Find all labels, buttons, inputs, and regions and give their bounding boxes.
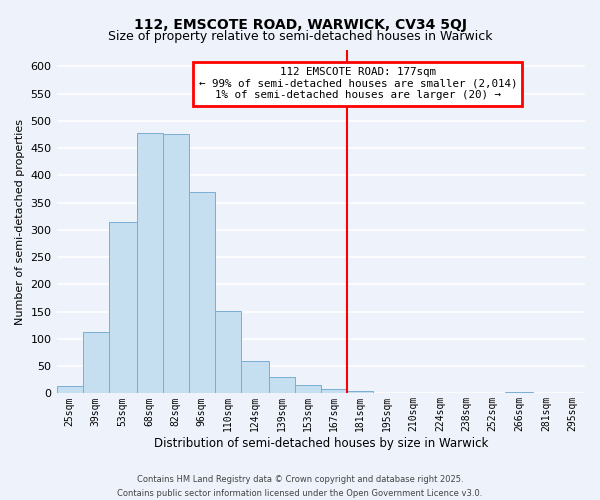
Text: Contains HM Land Registry data © Crown copyright and database right 2025.
Contai: Contains HM Land Registry data © Crown c… [118,476,482,498]
Bar [83,332,109,394]
Bar [109,222,137,394]
Bar [215,310,241,394]
Bar [321,389,347,394]
Text: Size of property relative to semi-detached houses in Warwick: Size of property relative to semi-detach… [108,30,492,43]
Text: 112, EMSCOTE ROAD, WARWICK, CV34 5QJ: 112, EMSCOTE ROAD, WARWICK, CV34 5QJ [133,18,467,32]
Bar [295,385,321,394]
X-axis label: Distribution of semi-detached houses by size in Warwick: Distribution of semi-detached houses by … [154,437,488,450]
Bar [163,134,188,394]
Text: 112 EMSCOTE ROAD: 177sqm
← 99% of semi-detached houses are smaller (2,014)
1% of: 112 EMSCOTE ROAD: 177sqm ← 99% of semi-d… [199,67,517,100]
Bar [241,362,269,394]
Y-axis label: Number of semi-detached properties: Number of semi-detached properties [15,118,25,324]
Bar [269,377,295,394]
Bar [347,390,373,394]
Title: 112, EMSCOTE ROAD, WARWICK, CV34 5QJ
Size of property relative to semi-detached : 112, EMSCOTE ROAD, WARWICK, CV34 5QJ Siz… [0,499,1,500]
Bar [56,386,83,394]
Bar [188,192,215,394]
Bar [137,133,163,394]
Bar [505,392,533,394]
